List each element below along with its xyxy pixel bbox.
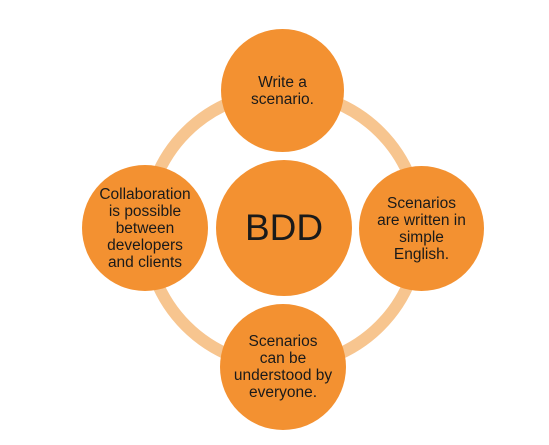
center-node-label: BDD [244,207,324,248]
node-understood-by-everyone: Scenarios can be understood by everyone. [220,304,346,430]
node-write-scenario: Write a scenario. [221,29,344,152]
node-label: Collaboration is possible between develo… [99,185,191,271]
center-node-bdd: BDD [216,160,352,296]
node-collaboration: Collaboration is possible between develo… [82,165,208,291]
node-label: Scenarios are written in simple English. [377,194,466,263]
node-label: Write a scenario. [251,73,314,108]
node-simple-english: Scenarios are written in simple English. [359,166,484,291]
node-label: Scenarios can be understood by everyone. [233,333,333,401]
